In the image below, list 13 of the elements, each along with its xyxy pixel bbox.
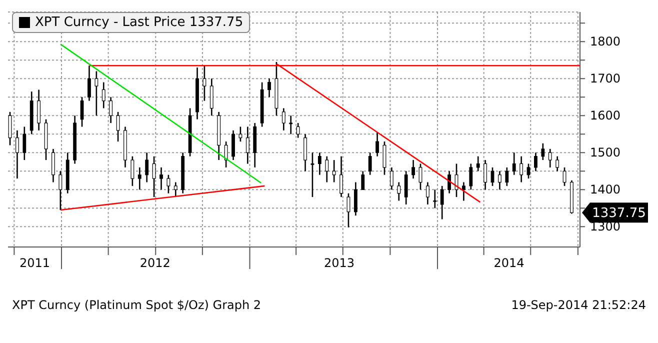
x-tick-label: 2014 xyxy=(494,256,524,270)
text: 19-Sep-2014 21:52:24 xyxy=(511,298,646,312)
x-tick-label: 2013 xyxy=(324,256,355,270)
y-tick-label: 1500 xyxy=(590,146,621,160)
y-tick-label: 1700 xyxy=(590,72,621,86)
legend-label: XPT Curncy - Last Price 1337.75 xyxy=(35,15,244,30)
y-tick-label: 1400 xyxy=(590,182,621,197)
text: XPT Curncy (Platinum Spot $/Oz) Graph 2 xyxy=(12,298,262,312)
y-tick-label: 1800 xyxy=(590,34,621,49)
y-tick-label: 1600 xyxy=(590,108,621,123)
text: 1337.75 xyxy=(592,206,646,222)
x-tick-label: 2012 xyxy=(140,256,170,270)
x-tick-label: 2011 xyxy=(19,256,50,270)
